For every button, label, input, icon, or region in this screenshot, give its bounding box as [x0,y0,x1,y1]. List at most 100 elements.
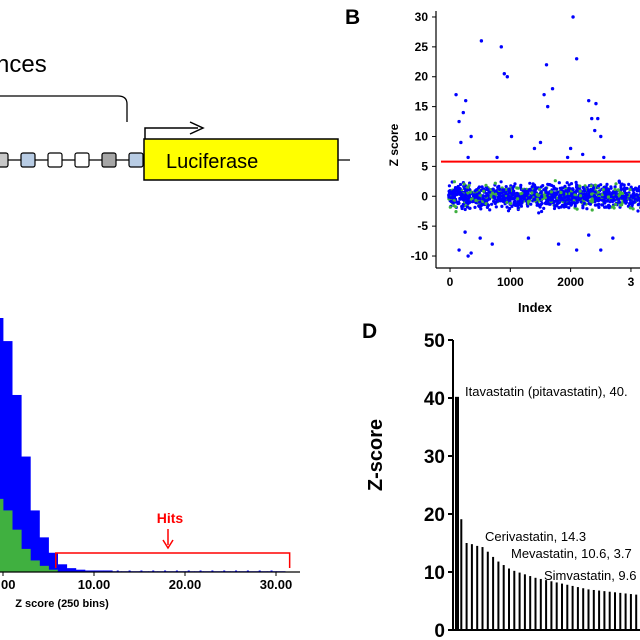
b-point [464,193,468,197]
b-point [628,198,633,202]
d-bar [513,570,516,630]
panel-c-plot: 00 10.00 20.00 30.00 [0,318,300,592]
b-point [477,205,482,209]
b-outlier-point [602,155,606,160]
b-y-tick-label: 0 [421,189,428,203]
c-bar-sparse [175,570,178,572]
b-outlier-point [550,86,555,91]
b-point [493,201,497,205]
d-bar [497,561,500,630]
d-y-tick-label: 10 [424,563,445,584]
b-point [609,198,613,203]
panel-d-label: D [362,320,377,343]
b-point [508,206,512,211]
b-point [461,197,465,201]
b-point [578,189,582,193]
b-point [482,189,486,193]
b-point [593,195,597,199]
b-point [512,202,516,206]
b-x-tick-label: 0 [447,275,454,289]
b-point [504,192,508,196]
b-point [574,185,579,189]
b-point [595,203,599,207]
b-point [452,195,457,199]
panel-d-plot: 50 40 30 20 10 0 Itavastatin (pitavastatin), 4… [424,331,640,640]
d-bar [508,568,510,630]
b-point [588,202,593,206]
d-bar [608,591,611,630]
b-point [575,189,579,193]
b-point [489,194,493,199]
luciferase-box [143,138,339,181]
b-point [533,188,537,192]
d-bar [523,574,526,630]
b-point [497,193,501,198]
element-box-5 [128,152,144,168]
b-point [607,204,612,208]
c-bar-sparse [93,570,96,572]
b-point [587,189,591,194]
b-outlier-point [594,101,598,106]
b-point [581,195,585,199]
b-point [468,190,472,194]
b-point [582,192,587,196]
b-outlier-point [568,146,573,151]
b-point [573,191,577,195]
c-bar-sparse [199,570,202,572]
b-point [447,194,451,198]
b-outlier-point [556,242,561,246]
b-outlier-point [571,15,575,19]
b-outlier-point [596,116,600,121]
d-bar [492,556,495,630]
b-point [458,182,463,187]
c-x-tick-label: 00 [1,577,15,592]
b-point [515,186,519,190]
b-point [569,198,573,202]
d-bar [571,585,574,630]
b-point [606,195,611,199]
c-bar-sparse [164,570,167,572]
luciferase-label: Luciferase [166,151,258,173]
b-point [614,195,619,199]
b-outlier-point [461,110,465,115]
b-point [579,200,583,204]
b-point [578,184,582,188]
b-outlier-point [574,57,579,61]
b-point [554,187,559,191]
c-x-tick-label: 10.00 [78,577,111,592]
c-bar-sparse [140,570,143,572]
b-point [510,193,515,197]
c-bar-sparse [128,570,131,572]
b-point [516,194,520,198]
panel-b-label: B [345,6,360,29]
b-outlier-point [542,92,546,97]
b-point [451,201,455,205]
b-point [567,206,571,210]
b-point [508,201,513,205]
b-point [604,187,608,191]
b-point [628,188,632,192]
d-bar [555,582,558,630]
b-x-tick-label: 1000 [497,275,524,289]
b-point [474,198,478,202]
b-outlier-point [505,75,510,79]
d-bar [619,592,622,630]
b-outlier-point [532,146,537,151]
b-point [486,193,490,197]
b-y-tick-label: 15 [415,100,429,114]
b-point [593,183,598,187]
b-point [494,205,498,209]
panel-d: D Z-score 50 40 30 20 10 0 Itavastatin (pitava… [362,320,640,640]
b-point [468,188,472,192]
b-point [548,196,552,200]
c-bar-all [21,456,31,572]
b-point [530,185,534,189]
b-outlier-point [469,134,473,139]
b-point [532,193,537,197]
b-point [597,197,601,201]
d-bar [603,591,606,630]
b-outlier-point [599,248,603,252]
b-point [559,205,563,209]
b-point [512,196,516,200]
